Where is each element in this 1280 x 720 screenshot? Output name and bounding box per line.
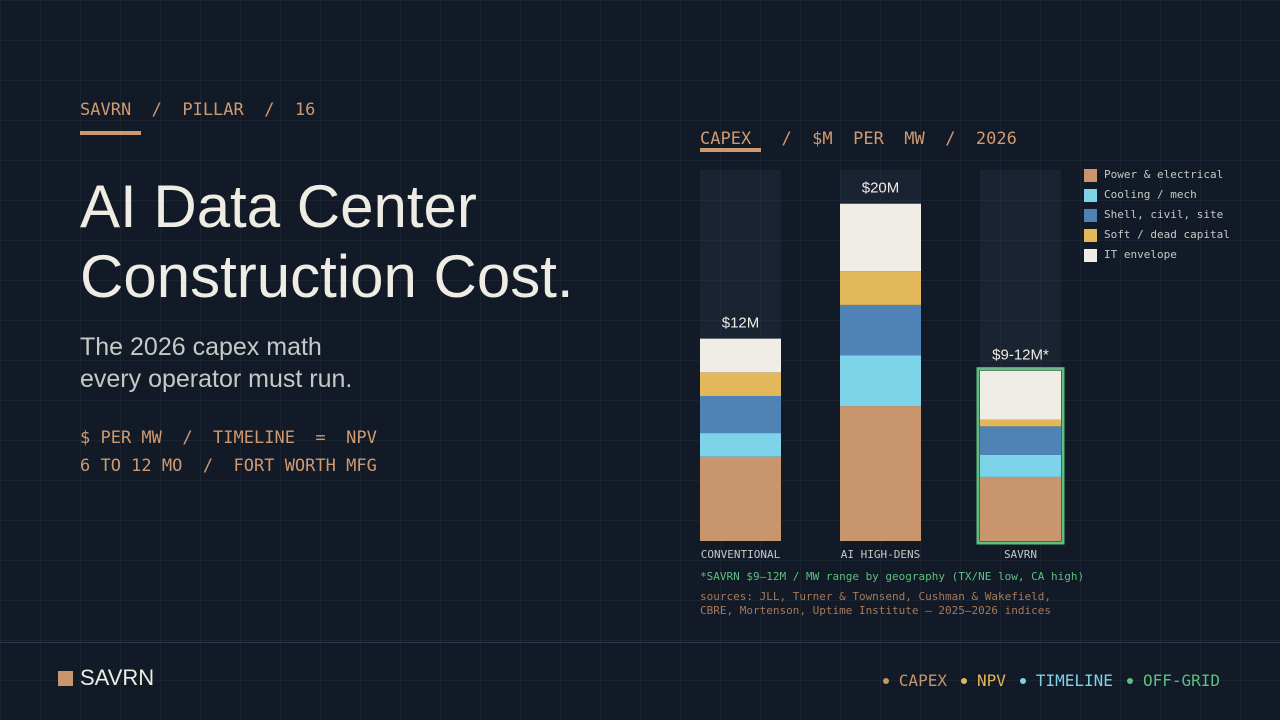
sources: sources: JLL, Turner & Townsend, Cushman… — [700, 590, 1051, 603]
formula-line: $ PER MW / TIMELINE = NPV — [80, 428, 377, 448]
subtitle-line: The 2026 capex math — [80, 333, 322, 361]
bar-segment — [980, 426, 1061, 455]
bar-segment — [700, 372, 781, 396]
x-tick-label: CONVENTIONAL — [701, 548, 781, 561]
legend-swatch — [1084, 249, 1097, 262]
bar-segment — [980, 419, 1061, 427]
bar-segment — [840, 203, 921, 272]
tag: OFF-GRID — [1126, 671, 1220, 690]
legend-label: IT envelope — [1104, 248, 1177, 261]
formula-line: 6 TO 12 MO / FORT WORTH MFG — [80, 456, 377, 476]
bar-segment — [840, 304, 921, 356]
x-tick-label: SAVRN — [1004, 548, 1037, 561]
bar-total-label: $20M — [862, 180, 900, 197]
tag-dot — [1126, 677, 1133, 684]
highlight-frame — [976, 367, 1065, 545]
chart-title-highlight: CAPEX — [700, 129, 752, 149]
legend-swatch — [1084, 229, 1097, 242]
tag: TIMELINE — [1019, 671, 1113, 690]
legend-label: Power & electrical — [1104, 168, 1223, 181]
chart: CAPEX / $M PER MW / 2026 *SAVRN $9–12M /… — [700, 129, 1230, 617]
tag: CAPEX — [882, 671, 947, 690]
bar-segment — [700, 395, 781, 434]
bar-segment — [840, 355, 921, 407]
tags: CAPEX NPV TIMELINE OFF-GRID — [882, 671, 1220, 690]
legend-label: Soft / dead capital — [1104, 228, 1230, 241]
subtitle-line: every operator must run. — [80, 365, 353, 393]
title-underline — [700, 148, 761, 152]
bar-segment — [700, 433, 781, 457]
bar-segment — [700, 456, 781, 541]
tag-label: TIMELINE — [1035, 671, 1113, 690]
tag-dot — [882, 677, 889, 684]
legend-swatch — [1084, 169, 1097, 182]
legend-label: Shell, civil, site — [1104, 208, 1223, 221]
separator — [0, 642, 1280, 643]
bar-total-label: $12M — [722, 315, 760, 332]
tag-dot — [960, 677, 967, 684]
x-tick-label: AI HIGH-DENS — [841, 548, 920, 561]
tag-dot — [1019, 677, 1026, 684]
bar-segment — [980, 454, 1061, 477]
tag-label: CAPEX — [898, 671, 947, 690]
bar-segment — [700, 338, 781, 373]
legend-label: Cooling / mech — [1104, 188, 1197, 201]
title-line: Construction Cost. — [80, 243, 574, 310]
logo-mark — [58, 671, 73, 686]
tag-label: OFF-GRID — [1142, 671, 1220, 690]
logo: SAVRN — [80, 665, 155, 690]
tag: NPV — [960, 671, 1006, 690]
bar-segment — [840, 406, 921, 541]
kicker-underline — [80, 131, 141, 135]
bar-segment — [840, 271, 921, 305]
kicker: SAVRN / PILLAR / 16 — [80, 100, 316, 120]
legend-swatch — [1084, 209, 1097, 222]
footnote: *SAVRN $9–12M / MW range by geography (T… — [700, 570, 1084, 583]
title-line: AI Data Center — [80, 173, 477, 240]
tag-label: NPV — [976, 671, 1006, 690]
sources: CBRE, Mortenson, Uptime Institute — 2025… — [700, 604, 1051, 617]
legend-swatch — [1084, 189, 1097, 202]
chart-title: / $M PER MW / 2026 — [761, 129, 1017, 149]
bar-total-label: $9-12M* — [992, 347, 1049, 364]
bar-segment — [980, 476, 1061, 541]
bar-segment — [980, 370, 1061, 420]
